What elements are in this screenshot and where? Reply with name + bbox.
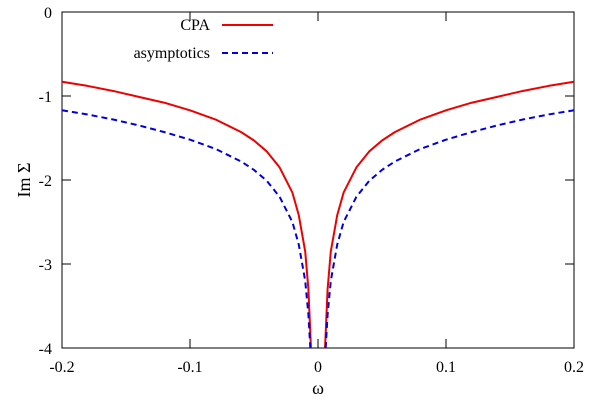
y-tick-label: -4 [39,341,52,358]
x-tick-label: 0.1 [436,359,456,376]
legend-label-asymptotics: asymptotics [134,45,210,62]
series-line-cpa-left [61,80,312,349]
series-line-asymptotics-left [61,109,312,349]
y-tick-label: 0 [44,5,52,22]
x-tick-label: -0.1 [177,359,202,376]
series-line-cpa-right [324,80,575,349]
x-tick-label: 0.2 [564,359,584,376]
axis-tick-labels: -0.2 -0.1 0 0.1 0.2 0 -1 -2 -3 -4 [39,5,584,376]
x-tick-label: -0.2 [49,359,74,376]
y-tick-label: -2 [39,173,52,190]
plot-frame [61,11,575,349]
legend: CPA asymptotics [134,17,273,62]
y-tick-label: -1 [39,89,52,106]
axis-ticks [61,11,575,349]
y-tick-label: -3 [39,257,52,274]
x-axis-label: ω [312,378,324,398]
data-series [61,80,575,349]
y-axis-label: Im Σ [14,163,34,198]
x-tick-label: 0 [314,359,322,376]
legend-label-cpa: CPA [180,17,210,34]
series-line-asymptotics-right [324,109,575,349]
